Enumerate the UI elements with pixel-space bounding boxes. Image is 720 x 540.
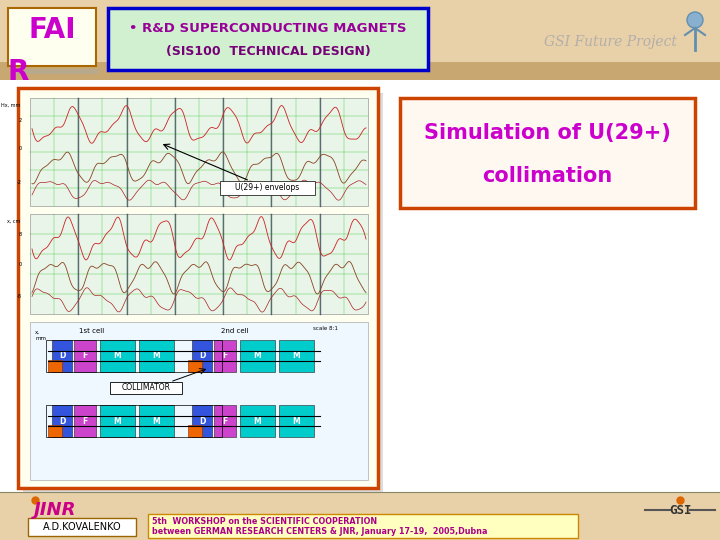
Bar — [46, 405, 222, 437]
Text: D: D — [199, 416, 205, 426]
Bar — [0, 62, 720, 80]
Text: -2: -2 — [17, 180, 22, 186]
Text: collimation: collimation — [482, 166, 613, 186]
Bar — [400, 98, 695, 208]
Bar — [100, 340, 135, 372]
Bar — [214, 405, 236, 437]
Bar — [0, 0, 720, 80]
Bar — [139, 340, 174, 372]
Text: x,: x, — [35, 330, 40, 335]
Text: 2nd cell: 2nd cell — [221, 328, 249, 334]
Text: GSI: GSI — [669, 503, 691, 516]
Text: FAI: FAI — [28, 16, 76, 44]
Text: F: F — [82, 416, 88, 426]
Bar — [11, 69, 99, 74]
Bar — [240, 340, 275, 372]
Bar — [110, 382, 182, 394]
Text: 2: 2 — [19, 118, 22, 123]
Bar — [0, 80, 720, 492]
Text: -8: -8 — [17, 294, 22, 299]
Text: 1st cell: 1st cell — [79, 328, 104, 334]
Bar — [23, 93, 383, 493]
Bar — [279, 405, 314, 437]
Bar — [30, 214, 368, 314]
Bar — [48, 425, 62, 437]
Text: Hx, mm: Hx, mm — [1, 103, 20, 108]
Text: M: M — [253, 352, 261, 361]
Bar — [0, 492, 720, 540]
Text: 0: 0 — [19, 261, 22, 267]
Text: F: F — [222, 352, 228, 361]
Bar — [188, 360, 202, 372]
Bar — [30, 98, 368, 206]
Text: M: M — [292, 352, 300, 361]
Text: 8: 8 — [19, 232, 22, 237]
Text: A.D.KOVALENKO: A.D.KOVALENKO — [42, 522, 121, 532]
Text: M: M — [292, 416, 300, 426]
Text: Simulation of U(29+): Simulation of U(29+) — [424, 123, 671, 143]
Text: (SIS100  TECHNICAL DESIGN): (SIS100 TECHNICAL DESIGN) — [166, 45, 370, 58]
Bar — [279, 340, 314, 372]
Text: JINR: JINR — [34, 501, 76, 519]
Text: scale 8:1: scale 8:1 — [313, 326, 338, 331]
Text: GSI Future Project: GSI Future Project — [544, 35, 677, 49]
Text: M: M — [153, 352, 161, 361]
Circle shape — [687, 12, 703, 28]
Text: • R&D SUPERCONDUCTING MAGNETS: • R&D SUPERCONDUCTING MAGNETS — [130, 22, 407, 35]
Bar — [108, 8, 428, 70]
Text: R: R — [7, 58, 29, 86]
Text: M: M — [253, 416, 261, 426]
Bar — [74, 405, 96, 437]
Text: 0: 0 — [19, 145, 22, 151]
Text: F: F — [222, 416, 228, 426]
Text: D: D — [59, 352, 66, 361]
Text: M: M — [114, 352, 122, 361]
Text: F: F — [82, 352, 88, 361]
Text: mm: mm — [35, 336, 46, 341]
Bar — [139, 405, 174, 437]
Bar — [8, 8, 96, 66]
Text: x, cm: x, cm — [6, 219, 20, 224]
Text: U(29+) envelops: U(29+) envelops — [235, 184, 299, 192]
Text: between GERMAN RESEARCH CENTERS & JNR, January 17-19,  2005,Dubna: between GERMAN RESEARCH CENTERS & JNR, J… — [152, 528, 487, 537]
Bar — [192, 340, 212, 372]
Bar — [30, 322, 368, 480]
Bar — [18, 88, 378, 488]
Text: COLLIMATOR: COLLIMATOR — [122, 383, 171, 393]
Bar — [214, 340, 236, 372]
Text: 5th  WORKSHOP on the SCIENTIFIC COOPERATION: 5th WORKSHOP on the SCIENTIFIC COOPERATI… — [152, 517, 377, 526]
Bar — [74, 340, 96, 372]
Bar — [46, 340, 222, 372]
Bar — [52, 340, 72, 372]
Bar — [240, 405, 275, 437]
Bar — [192, 405, 212, 437]
Bar — [28, 518, 136, 536]
Text: M: M — [114, 416, 122, 426]
Text: D: D — [199, 352, 205, 361]
Text: M: M — [153, 416, 161, 426]
Bar — [220, 181, 315, 195]
Bar — [52, 405, 72, 437]
Bar — [48, 360, 62, 372]
Bar — [100, 405, 135, 437]
Text: D: D — [59, 416, 66, 426]
Bar — [148, 514, 578, 538]
Bar — [188, 425, 202, 437]
